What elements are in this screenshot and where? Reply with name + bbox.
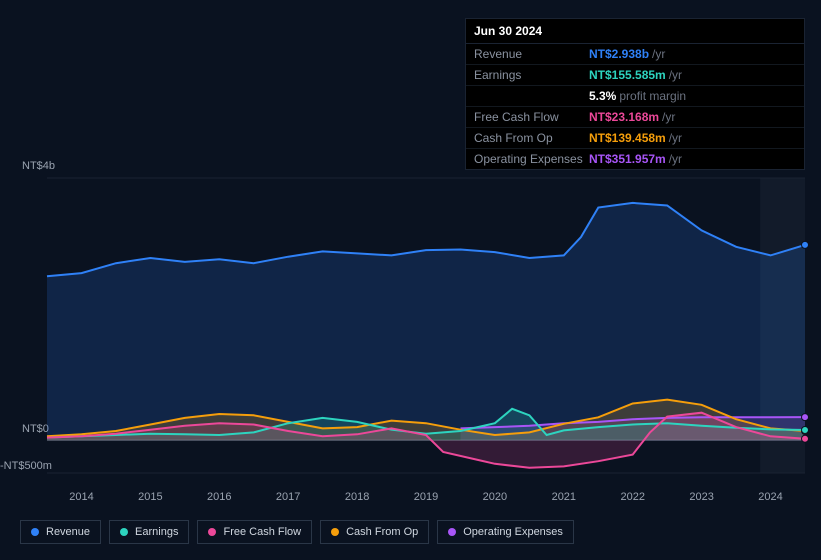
x-axis-label: 2019 [414, 491, 438, 503]
y-axis-label: -NT$500m [0, 460, 52, 472]
tooltip-row-opex: Operating ExpensesNT$351.957m /yr [466, 149, 804, 169]
tooltip-label [474, 90, 589, 102]
tooltip-value: NT$351.957m [589, 153, 666, 165]
series-end-dot-fcf [802, 435, 809, 442]
tooltip-value: 5.3% [589, 90, 616, 102]
chart-legend: Revenue Earnings Free Cash Flow Cash From O… [20, 520, 574, 544]
data-tooltip: Jun 30 2024 RevenueNT$2.938b /yrEarnings… [465, 18, 805, 170]
tooltip-unit: /yr [652, 48, 665, 60]
tooltip-unit: profit margin [619, 90, 686, 102]
tooltip-date: Jun 30 2024 [466, 19, 804, 44]
x-axis-label: 2017 [276, 491, 300, 503]
tooltip-row-earnings: EarningsNT$155.585m /yr [466, 65, 804, 86]
x-axis-label: 2018 [345, 491, 369, 503]
x-axis-label: 2024 [758, 491, 782, 503]
legend-label: Cash From Op [346, 526, 418, 538]
legend-label: Earnings [135, 526, 178, 538]
tooltip-row-revenue: RevenueNT$2.938b /yr [466, 44, 804, 65]
tooltip-label: Revenue [474, 48, 589, 60]
x-axis-label: 2015 [138, 491, 162, 503]
legend-swatch [331, 528, 339, 536]
x-axis-label: 2016 [207, 491, 231, 503]
tooltip-row-cfo: Cash From OpNT$139.458m /yr [466, 128, 804, 149]
legend-item-revenue[interactable]: Revenue [20, 520, 101, 544]
legend-label: Revenue [46, 526, 90, 538]
legend-swatch [208, 528, 216, 536]
legend-swatch [120, 528, 128, 536]
tooltip-value: NT$23.168m [589, 111, 659, 123]
legend-item-cfo[interactable]: Cash From Op [320, 520, 429, 544]
series-end-dot-opex [802, 414, 809, 421]
legend-item-fcf[interactable]: Free Cash Flow [197, 520, 312, 544]
tooltip-value: NT$2.938b [589, 48, 649, 60]
tooltip-value: NT$139.458m [589, 132, 666, 144]
tooltip-label: Free Cash Flow [474, 111, 589, 123]
tooltip-unit: /yr [662, 111, 675, 123]
y-axis-label: NT$0 [22, 423, 49, 435]
legend-item-earnings[interactable]: Earnings [109, 520, 189, 544]
tooltip-value: NT$155.585m [589, 69, 666, 81]
x-axis-label: 2022 [620, 491, 644, 503]
tooltip-row-fcf: Free Cash FlowNT$23.168m /yr [466, 107, 804, 128]
series-end-dot-earnings [802, 426, 809, 433]
tooltip-unit: /yr [669, 69, 682, 81]
y-axis-label: NT$4b [22, 160, 55, 172]
tooltip-label: Cash From Op [474, 132, 589, 144]
x-axis-label: 2014 [69, 491, 93, 503]
x-axis-label: 2020 [483, 491, 507, 503]
tooltip-row-margin: 5.3% profit margin [466, 86, 804, 107]
tooltip-label: Earnings [474, 69, 589, 81]
x-axis-label: 2021 [552, 491, 576, 503]
x-axis-label: 2023 [689, 491, 713, 503]
tooltip-label: Operating Expenses [474, 153, 589, 165]
legend-label: Operating Expenses [463, 526, 563, 538]
legend-swatch [448, 528, 456, 536]
legend-item-opex[interactable]: Operating Expenses [437, 520, 574, 544]
tooltip-unit: /yr [669, 153, 682, 165]
legend-swatch [31, 528, 39, 536]
legend-label: Free Cash Flow [223, 526, 301, 538]
tooltip-unit: /yr [669, 132, 682, 144]
series-end-dot-revenue [802, 241, 809, 248]
finance-chart-plot[interactable] [47, 178, 805, 473]
